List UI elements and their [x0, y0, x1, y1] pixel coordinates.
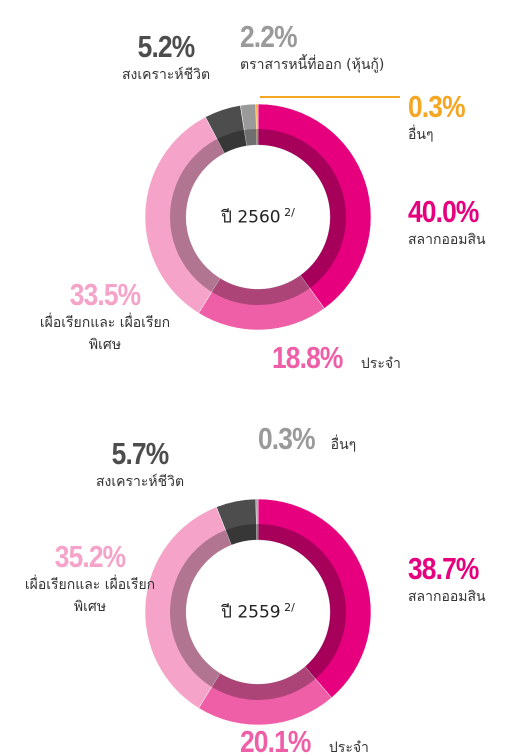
segment-label: 0.3% อื่นๆ — [408, 90, 498, 146]
category-label: เผื่อเรียกและ เผื่อเรียกพิเศษ — [24, 577, 156, 615]
category-label: ประจำ — [328, 740, 369, 755]
segment-label: 38.7% สลากออมสิน — [408, 552, 508, 608]
value-label: 0.3% — [258, 421, 316, 456]
donut-segment — [255, 498, 259, 541]
value-label: 20.1% — [240, 724, 311, 755]
segment-label: 18.8% ประจำ — [272, 341, 401, 375]
category-label: สงเคราะห์ชีวิต — [95, 474, 185, 490]
donut-segment — [255, 103, 259, 146]
segment-label: 35.2% เผื่อเรียกและ เผื่อเรียกพิเศษ — [20, 540, 160, 618]
category-label: สงเคราะห์ชีวิต — [121, 67, 211, 83]
segment-label: 40.0% สลากออมสิน — [408, 195, 508, 251]
value-label: 5.2% — [137, 29, 196, 64]
category-label: ตราสารหนี้ที่ออก (หุ้นกู้) — [240, 57, 385, 73]
segment-label: 33.5% เผื่อเรียกและ เผื่อเรียกพิเศษ — [35, 278, 175, 356]
value-label: 0.3% — [408, 89, 466, 124]
value-label: 33.5% — [69, 277, 141, 312]
segment-label: 20.1% ประจำ — [240, 725, 369, 755]
center-year: ปี 2560 — [221, 207, 281, 228]
segment-label: 5.2% สงเคราะห์ชีวิต — [91, 30, 241, 86]
category-label: สลากออมสิน — [408, 232, 486, 248]
center-label: ปี 2559 2/ — [221, 599, 295, 626]
donut-segment — [144, 506, 232, 709]
donut-segment — [144, 116, 225, 314]
center-label: ปี 2560 2/ — [221, 204, 295, 231]
value-label: 18.8% — [272, 340, 343, 375]
center-note: 2/ — [280, 205, 295, 219]
value-label: 2.2% — [240, 19, 298, 54]
value-label: 38.7% — [408, 551, 479, 586]
category-label: สลากออมสิน — [408, 589, 486, 605]
segment-label: 5.7% สงเคราะห์ชีวิต — [65, 437, 215, 493]
inner-shade — [170, 524, 346, 700]
donut-segment — [257, 498, 372, 699]
category-label: เผื่อเรียกและ เผื่อเรียกพิเศษ — [39, 315, 171, 353]
segment-label: 2.2% ตราสารหนี้ที่ออก (หุ้นกู้) — [240, 20, 500, 76]
center-note: 2/ — [280, 600, 295, 614]
center-year: ปี 2559 — [221, 602, 281, 623]
category-label: ประจำ — [360, 356, 401, 372]
value-label: 5.7% — [111, 436, 170, 471]
donut-segment — [257, 103, 372, 309]
value-label: 35.2% — [54, 539, 126, 574]
inner-shade — [170, 129, 346, 305]
segment-label: 0.3% อื่นๆ — [258, 422, 356, 456]
category-label: อื่นๆ — [408, 127, 434, 143]
value-label: 40.0% — [408, 194, 479, 229]
category-label: อื่นๆ — [330, 437, 357, 453]
